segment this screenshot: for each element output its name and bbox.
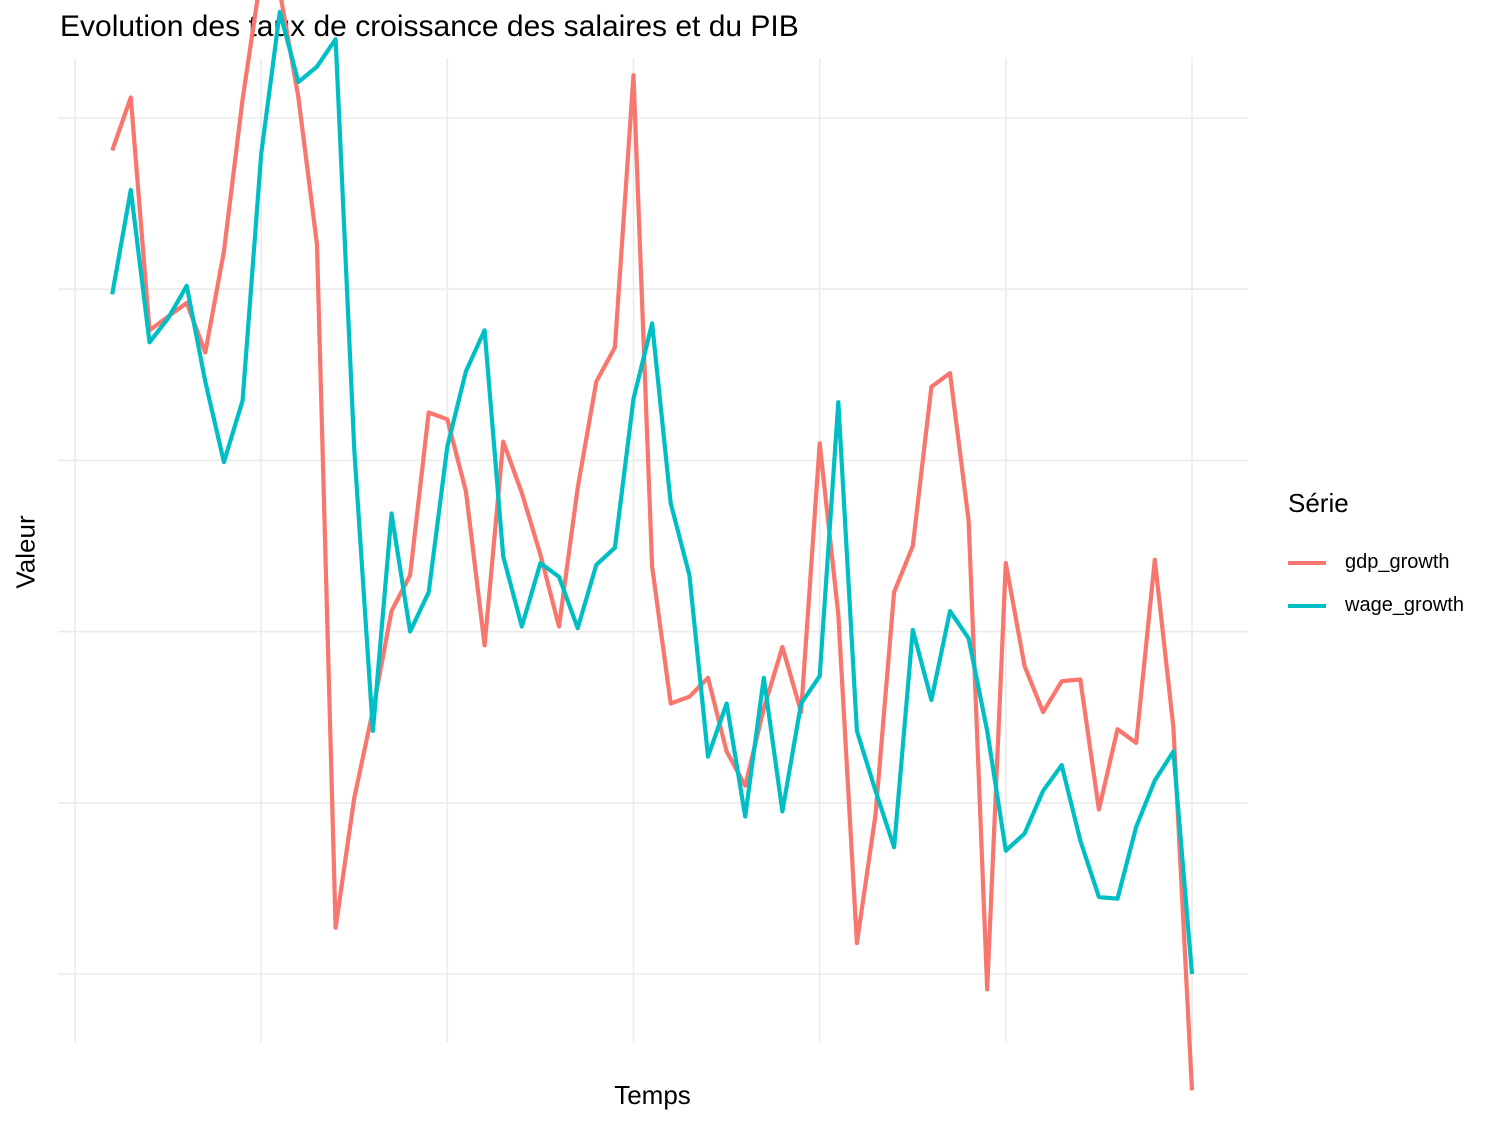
legend-label-wage-growth: wage_growth (1345, 594, 1464, 616)
legend-item-gdp-growth: gdp_growth (1288, 541, 1464, 584)
legend-item-wage-growth: wage_growth (1288, 584, 1464, 627)
legend-key-gdp-growth (1288, 560, 1326, 565)
chart-title: Evolution des taux de croissance des sal… (60, 10, 799, 43)
legend: Série gdp_growth wage_growth (1288, 488, 1464, 627)
legend-title: Série (1288, 488, 1349, 518)
series-line-wage-growth (110, 9, 1195, 975)
legend-key-wage-growth (1288, 603, 1326, 608)
x-axis-label: Temps (614, 1080, 691, 1110)
legend-label-gdp-growth: gdp_growth (1345, 551, 1450, 573)
series-lines (110, 0, 1195, 1091)
y-axis-label: Valeur (10, 515, 41, 589)
series-line-gdp-growth (110, 0, 1195, 1091)
gridlines (58, 58, 1248, 1042)
